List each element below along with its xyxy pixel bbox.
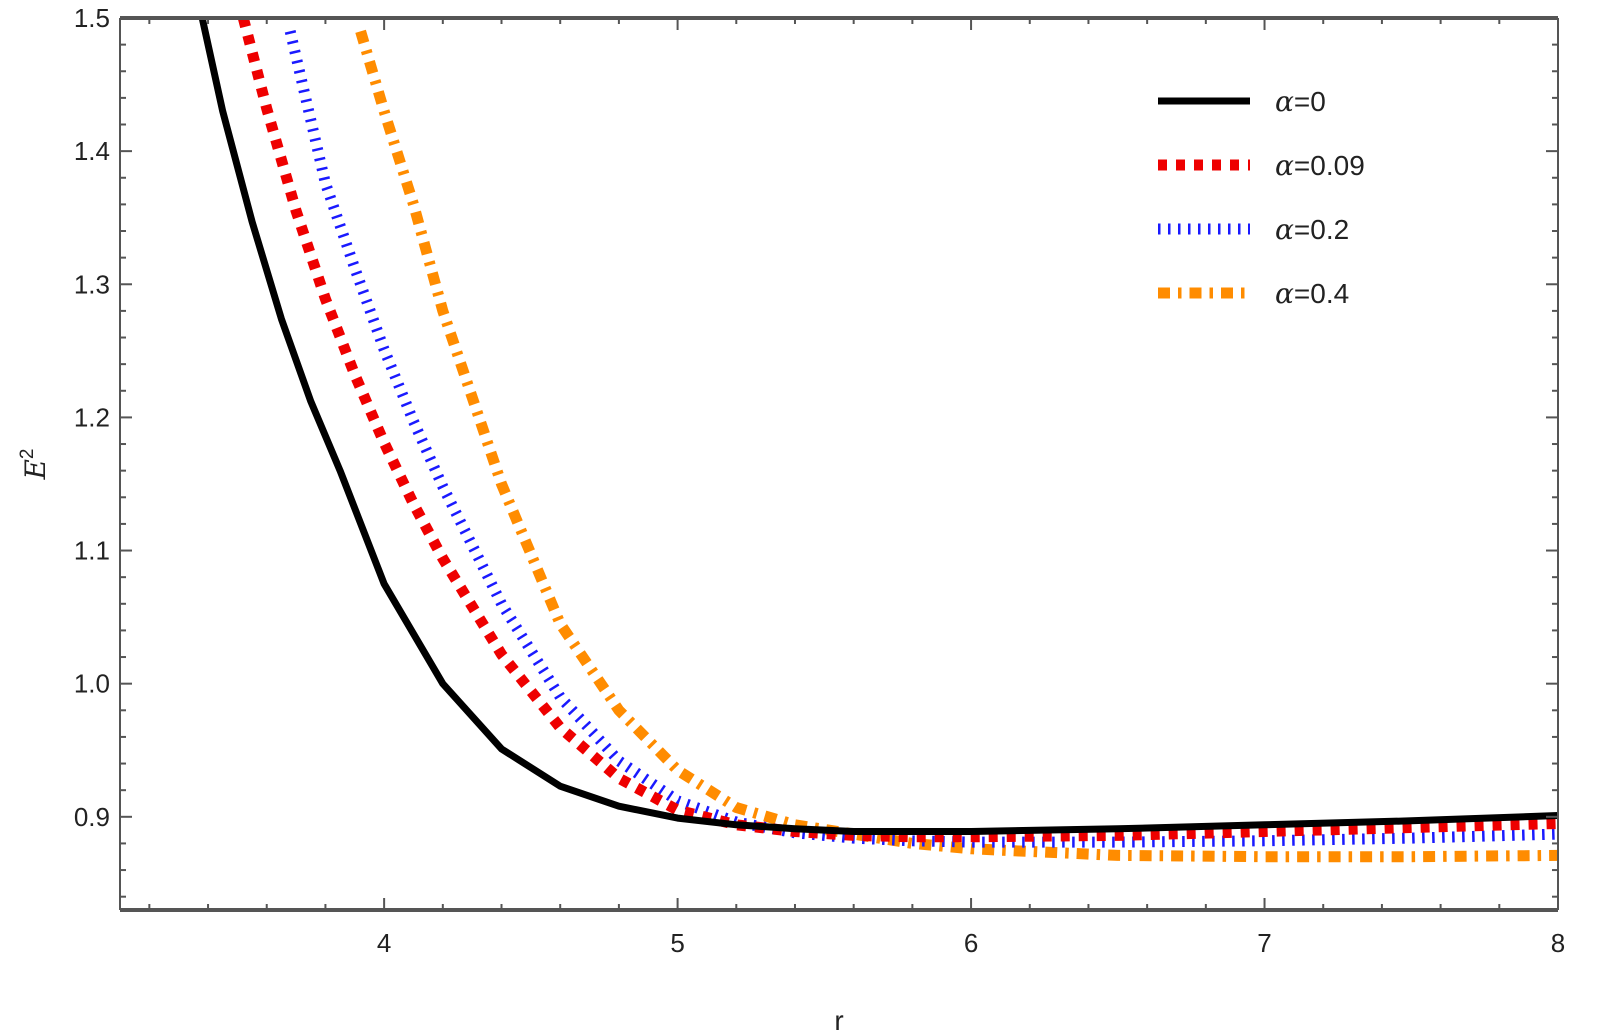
plot-frame (119, 16, 1559, 912)
x-tick-label: 5 (670, 928, 684, 958)
legend-label-4: α=0.4 (1275, 277, 1349, 310)
series-layer (198, 18, 1558, 863)
x-tick-label: 8 (1551, 928, 1565, 958)
legend-label-3: α=0.2 (1275, 213, 1349, 246)
y-axis-label-base: E (19, 459, 52, 480)
y-tick-label: 1.5 (74, 3, 110, 33)
x-tick-label: 7 (1257, 928, 1271, 958)
y-axis-label: E2 (17, 448, 52, 480)
y-tick-label: 1.3 (74, 269, 110, 299)
y-tick-label: 1.2 (74, 402, 110, 432)
y-tick-label: 1.4 (74, 136, 110, 166)
legend-label-2: α=0.09 (1275, 149, 1365, 182)
y-axis-label-superscript: 2 (17, 448, 38, 459)
x-axis-label: r (834, 1005, 843, 1035)
series-line-1 (198, 18, 1558, 835)
x-tick-label: 6 (964, 928, 978, 958)
series-line-2 (237, 18, 1558, 843)
series-line-4 (355, 29, 1558, 863)
x-tick-label: 4 (377, 928, 391, 958)
svg-text:E2: E2 (17, 448, 52, 480)
legend-label-1: α=0 (1275, 85, 1326, 118)
series-line-3 (284, 30, 1558, 848)
y-tick-label: 0.9 (74, 802, 110, 832)
y-tick-label: 1.0 (74, 669, 110, 699)
legend: α=0 α=0.09 α=0.2 α=0.4 (1158, 85, 1365, 310)
axis-ticks: 4 5 6 7 8 0.9 1.0 1.1 1.2 1.3 1.4 1.5 (74, 3, 1565, 958)
y-tick-label: 1.1 (74, 536, 110, 566)
